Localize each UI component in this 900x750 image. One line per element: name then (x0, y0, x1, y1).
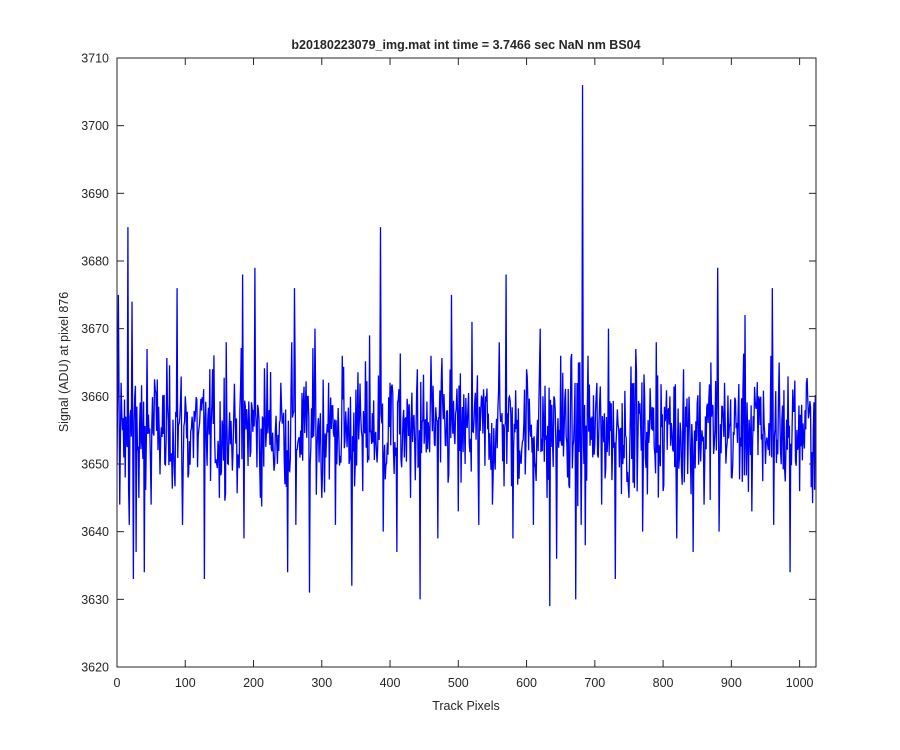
y-tick-label: 3660 (81, 390, 109, 404)
x-tick-label: 900 (721, 676, 742, 690)
x-tick-label: 400 (380, 676, 401, 690)
x-tick-label: 700 (584, 676, 605, 690)
y-tick-label: 3630 (81, 593, 109, 607)
series-line-layer (117, 85, 816, 607)
y-tick-label: 3670 (81, 322, 109, 336)
y-axis: 3620 3630 3640 3650 3660 3670 3680 3690 3700 3710 (81, 52, 816, 675)
x-tick-label: 200 (243, 676, 264, 690)
x-tick-label: 0 (114, 676, 121, 690)
x-tick-label: 800 (653, 676, 674, 690)
y-tick-label: 3680 (81, 255, 109, 269)
y-tick-label: 3620 (81, 661, 109, 675)
y-tick-label: 3650 (81, 458, 109, 472)
x-tick-label: 600 (516, 676, 537, 690)
y-tick-label: 3710 (81, 52, 109, 66)
chart-title: b20180223079_img.mat int time = 3.7466 s… (291, 38, 640, 52)
x-tick-label: 100 (175, 676, 196, 690)
axes-box (116, 57, 817, 668)
y-tick-label: 3700 (81, 119, 109, 133)
x-axis-label: Track Pixels (432, 699, 500, 713)
x-tick-label: 500 (448, 676, 469, 690)
y-tick-label: 3690 (81, 187, 109, 201)
x-tick-label: 300 (311, 676, 332, 690)
x-axis: 0 100 200 300 400 500 600 700 800 900 1000 (114, 58, 814, 690)
y-tick-label: 3640 (81, 525, 109, 539)
x-tick-label: 1000 (786, 676, 814, 690)
plot-area (116, 57, 817, 668)
y-axis-label: Signal (ADU) at pixel 876 (57, 292, 71, 432)
series-line (117, 85, 816, 607)
